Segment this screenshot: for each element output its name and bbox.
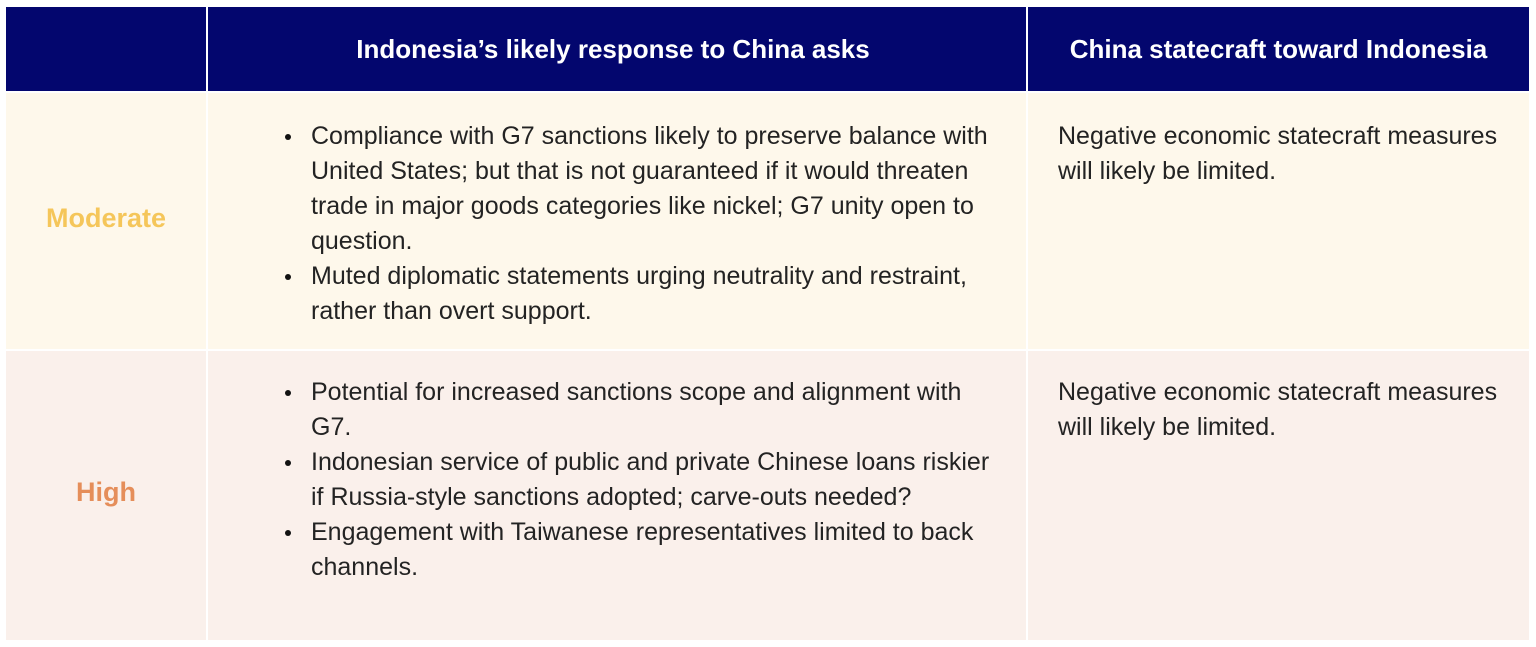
- scenario-table: Indonesia’s likely response to China ask…: [6, 7, 1529, 640]
- statecraft-cell-high: Negative economic statecraft measures wi…: [1028, 351, 1529, 640]
- level-label-moderate: Moderate: [6, 93, 206, 349]
- response-bullet: Engagement with Taiwanese representative…: [285, 515, 1006, 585]
- response-cell-high: Potential for increased sanctions scope …: [208, 351, 1026, 640]
- header-level-cell: [6, 7, 206, 91]
- level-label-high: High: [6, 351, 206, 640]
- header-response-column: Indonesia’s likely response to China ask…: [208, 7, 1026, 91]
- response-cell-moderate: Compliance with G7 sanctions likely to p…: [208, 93, 1026, 349]
- header-statecraft-column: China statecraft toward Indonesia: [1028, 7, 1529, 91]
- response-bullet: Indonesian service of public and private…: [285, 445, 1006, 515]
- response-bullet: Compliance with G7 sanctions likely to p…: [285, 119, 1006, 259]
- statecraft-text: Negative economic statecraft measures wi…: [1058, 122, 1498, 185]
- response-bullet: Muted diplomatic statements urging neutr…: [285, 259, 1006, 329]
- statecraft-text: Negative economic statecraft measures wi…: [1058, 378, 1498, 441]
- response-list-high: Potential for increased sanctions scope …: [208, 351, 1026, 585]
- response-bullet: Potential for increased sanctions scope …: [285, 375, 1006, 445]
- statecraft-cell-moderate: Negative economic statecraft measures wi…: [1028, 93, 1529, 349]
- response-list-moderate: Compliance with G7 sanctions likely to p…: [208, 93, 1026, 329]
